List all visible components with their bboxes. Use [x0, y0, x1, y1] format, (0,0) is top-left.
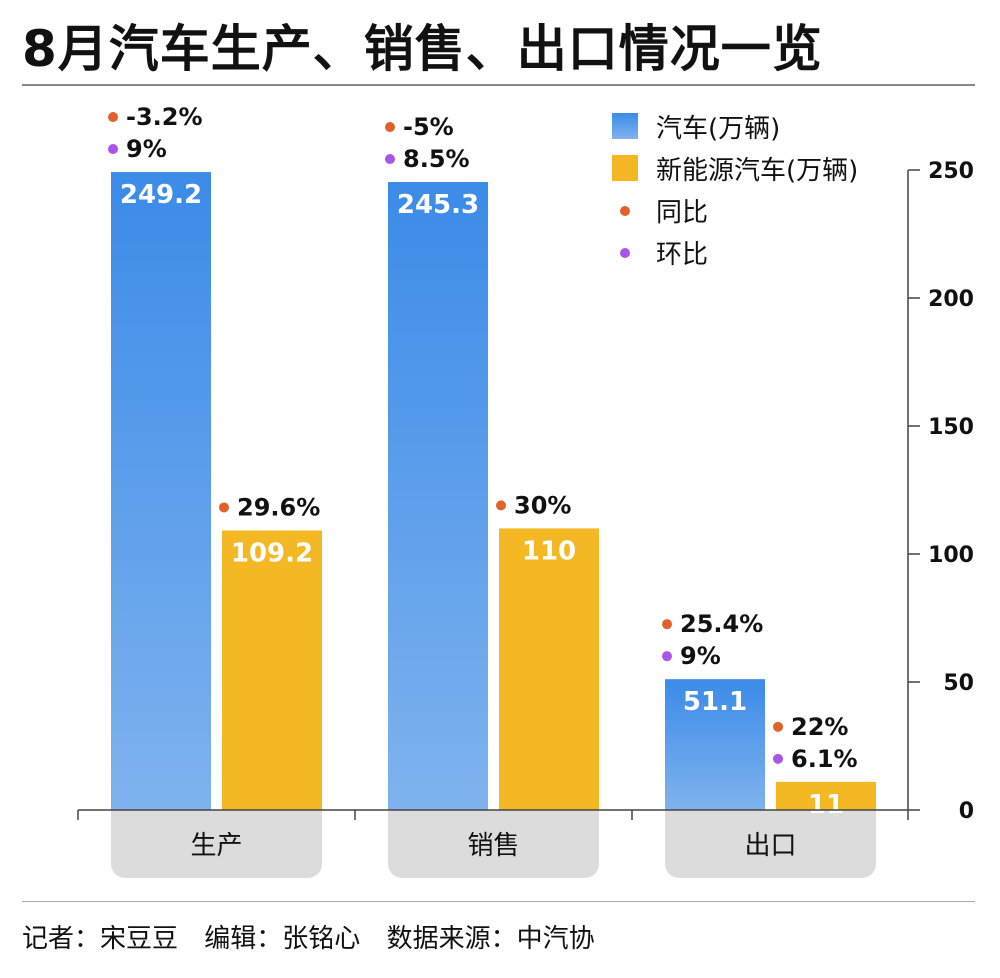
yoy-label: -5% — [403, 113, 454, 141]
footer-credits: 记者：宋豆豆 编辑：张铭心 数据来源：中汽协 — [22, 918, 595, 955]
category-label: 生产 — [190, 831, 242, 861]
vehicle-bar — [111, 172, 211, 811]
nev-bar — [776, 781, 876, 810]
yoy-label-dot — [385, 122, 395, 133]
yoy-label-dot — [662, 619, 672, 630]
bar-value-label: 249.2 — [120, 180, 202, 210]
yoy-label: 25.4% — [680, 610, 763, 638]
y-tick-label: 50 — [943, 671, 974, 696]
category-label: 销售 — [467, 831, 519, 861]
nev-bar — [499, 528, 599, 810]
category-tab-top — [665, 810, 876, 826]
title-divider — [22, 84, 975, 86]
bar-chart: 生产 销售 出口 249.2 -3.2% 9% 245.3 -5% 8.5% 51.1 25.4%… — [77, 103, 974, 878]
nev-bar — [222, 530, 322, 810]
legend-swatch — [612, 113, 638, 139]
yoy-label: -3.2% — [126, 103, 203, 131]
mom-label: 9% — [126, 135, 167, 163]
legend-swatch — [612, 155, 638, 181]
mom-label-dot — [662, 651, 672, 662]
mom-label-dot — [773, 753, 783, 764]
vehicle-bar — [388, 182, 488, 811]
yoy-label: 30% — [514, 491, 571, 519]
category-label: 出口 — [744, 831, 796, 861]
reporter-credit: 记者：宋豆豆 — [22, 924, 179, 954]
yoy-label-dot — [108, 112, 118, 123]
footer-divider — [22, 901, 975, 902]
source-credit: 数据来源：中汽协 — [386, 924, 595, 954]
category-tab-top — [111, 810, 322, 826]
legend-label: 同比 — [656, 198, 708, 228]
yoy-label-dot — [773, 721, 783, 732]
vehicle-bar — [665, 679, 765, 810]
legend-label: 环比 — [656, 240, 708, 270]
category-tab — [388, 810, 599, 878]
yoy-label-dot — [496, 500, 506, 511]
bar-value-label: 110 — [522, 536, 576, 566]
yoy-label: 22% — [791, 713, 848, 741]
editor-credit: 编辑：张铭心 — [204, 924, 361, 954]
y-tick-label: 200 — [928, 287, 974, 312]
y-tick-label: 0 — [959, 799, 974, 824]
yoy-label: 29.6% — [237, 493, 320, 521]
bar-value-label: 109.2 — [231, 538, 313, 568]
bar-value-label: 11 — [808, 790, 844, 820]
mom-label-dot — [108, 144, 118, 155]
y-tick-label: 150 — [928, 415, 974, 440]
mom-label-dot — [385, 154, 395, 165]
category-tab — [111, 810, 322, 878]
legend-dot — [620, 248, 630, 258]
yoy-label-dot — [219, 502, 229, 513]
category-tab-top — [388, 810, 599, 826]
mom-label: 9% — [680, 642, 721, 670]
mom-label: 8.5% — [403, 145, 470, 173]
legend-label: 新能源汽车(万辆) — [656, 156, 858, 186]
bar-value-label: 51.1 — [683, 687, 747, 717]
y-tick-label: 100 — [928, 543, 974, 568]
legend-dot — [620, 206, 630, 216]
bar-value-label: 245.3 — [397, 190, 479, 220]
chart-title: 8月汽车生产、销售、出口情况一览 — [22, 20, 823, 78]
y-tick-label: 250 — [928, 159, 974, 184]
legend-label: 汽车(万辆) — [656, 114, 780, 144]
category-tab — [665, 810, 876, 878]
mom-label: 6.1% — [791, 745, 858, 773]
